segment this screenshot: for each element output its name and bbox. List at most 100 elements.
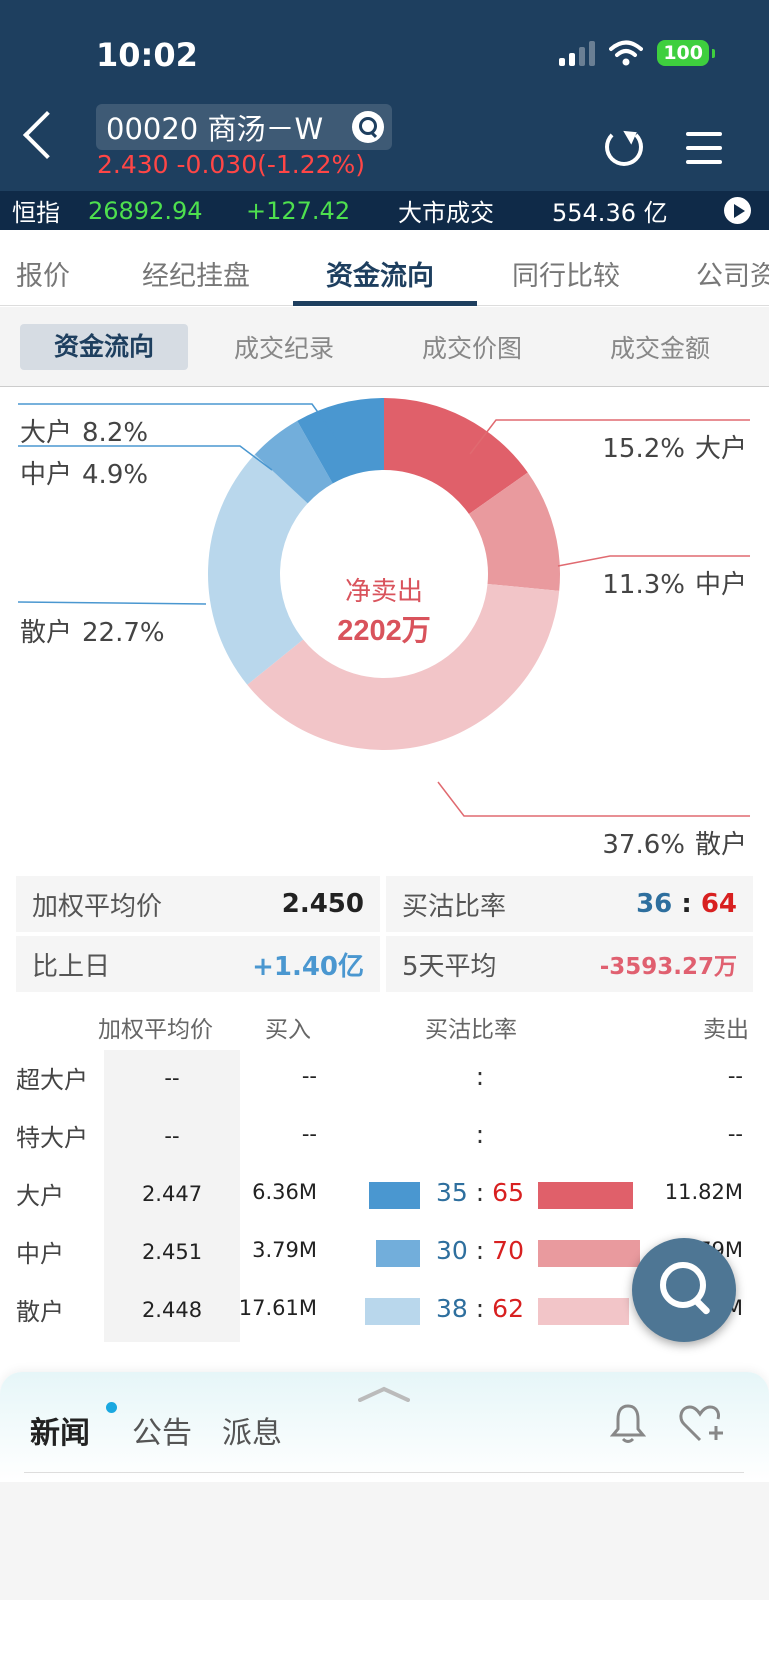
signal-icon — [559, 40, 596, 66]
row-name: 大户 — [16, 1182, 64, 1210]
row-avg-price: -- — [164, 1124, 180, 1148]
summary-ratio: 买沽比率 36 : 64 — [386, 876, 753, 932]
subtab-price-chart[interactable]: 成交价图 — [422, 334, 523, 363]
news-panel: 新闻 公告 派息 — [0, 1372, 769, 1482]
tab-broker-queue[interactable]: 经纪挂盘 — [142, 261, 250, 292]
summary-wavg: 加权平均价 2.450 — [16, 876, 380, 932]
turnover-label: 大市成交 — [398, 199, 494, 227]
table-row: 特大户 -- -- : -- — [0, 1108, 769, 1164]
row-avg-price: 2.448 — [141, 1298, 203, 1322]
header: 10:02 100 00020 商汤－W 2.430 -0.030(-1.22%… — [0, 0, 769, 191]
leader-line-sell-retail — [437, 781, 750, 817]
donut-slice-buy-medium[interactable] — [254, 420, 333, 504]
refresh-icon[interactable] — [605, 128, 643, 166]
battery-icon: 100 — [657, 40, 715, 66]
play-icon[interactable] — [724, 197, 751, 224]
row-name: 超大户 — [16, 1066, 88, 1094]
header-ratio: 买沽比率 — [425, 1017, 517, 1043]
main-tabs: 报价 经纪挂盘 资金流向 同行比较 公司资 — [0, 230, 769, 306]
summary-grid: 加权平均价 2.450 买沽比率 36 : 64 比上日 +1.40亿 5天平均… — [16, 876, 753, 994]
row-ratio: : — [475, 1062, 485, 1091]
row-sell: 11.82M — [664, 1180, 743, 1204]
header-sell: 卖出 — [703, 1017, 749, 1043]
avg-column-bg — [104, 1050, 240, 1342]
summary-5day-avg: 5天平均 -3593.27万 — [386, 936, 753, 992]
stock-title-box[interactable]: 00020 商汤－W — [96, 104, 392, 150]
favorite-add-icon[interactable] — [678, 1402, 728, 1444]
label-buy-retail: 散户 22.7% — [20, 618, 165, 648]
active-tab-indicator — [293, 301, 477, 306]
sell-ratio-bar — [538, 1182, 633, 1209]
row-avg-price: 2.451 — [141, 1240, 203, 1264]
donut-center-value: 2202万 — [337, 615, 431, 647]
summary-prev-day: 比上日 +1.40亿 — [16, 936, 380, 992]
row-buy: -- — [301, 1122, 317, 1146]
table-row: 超大户 -- -- : -- — [0, 1050, 769, 1106]
index-change: +127.42 — [246, 196, 351, 225]
news-list-area — [0, 1482, 769, 1600]
row-avg-price: 2.447 — [141, 1182, 203, 1206]
donut-slice-sell-large[interactable] — [384, 398, 528, 515]
leader-line-buy-large — [18, 403, 339, 441]
row-buy: 17.61M — [238, 1296, 317, 1320]
row-buy: 6.36M — [252, 1180, 317, 1204]
label-buy-large: 大户 8.2% — [20, 418, 149, 448]
news-tab-announcements[interactable]: 公告 — [132, 1416, 192, 1451]
floating-search-button[interactable] — [632, 1238, 736, 1342]
news-tab-news[interactable]: 新闻 — [30, 1416, 90, 1451]
status-icons: 100 — [559, 40, 715, 66]
header-avg: 加权平均价 — [98, 1017, 213, 1043]
index-value: 26892.94 — [88, 196, 203, 225]
donut-center-label: 净卖出 — [345, 576, 423, 606]
leader-line-buy-retail — [17, 601, 207, 605]
sub-tabs: 资金流向 成交纪录 成交价图 成交金额 — [0, 307, 769, 387]
row-name: 散户 — [16, 1298, 64, 1326]
donut-slice-sell-retail[interactable] — [247, 583, 560, 750]
buy-ratio-bar — [365, 1298, 420, 1325]
row-avg-price: -- — [164, 1066, 180, 1090]
leader-line-buy-medium — [18, 445, 273, 471]
label-sell-large: 15.2% 大户 — [602, 434, 747, 464]
bell-icon[interactable] — [610, 1402, 646, 1444]
header-buy: 买入 — [265, 1017, 311, 1043]
unread-dot — [106, 1402, 117, 1413]
label-sell-medium: 11.3% 中户 — [602, 570, 747, 600]
row-sell: -- — [727, 1064, 743, 1088]
leader-line-sell-medium — [557, 555, 750, 567]
wifi-icon — [609, 40, 644, 66]
index-label: 恒指 — [12, 199, 60, 227]
index-ticker[interactable]: 恒指 26892.94 +127.42 大市成交 554.36 亿 — [0, 191, 769, 230]
sell-ratio-bar — [538, 1240, 640, 1267]
donut-slice-buy-large[interactable] — [297, 398, 384, 484]
back-icon[interactable] — [22, 110, 72, 160]
row-name: 中户 — [16, 1240, 64, 1268]
row-buy: -- — [301, 1064, 317, 1088]
row-ratio: 35 : 65 — [436, 1178, 524, 1207]
news-tab-dividends[interactable]: 派息 — [222, 1416, 282, 1451]
tab-peer-compare[interactable]: 同行比较 — [512, 261, 620, 292]
sell-ratio-bar — [538, 1298, 629, 1325]
tab-company-info[interactable]: 公司资 — [696, 261, 769, 292]
row-ratio: 38 : 62 — [436, 1294, 524, 1323]
row-buy: 3.79M — [252, 1238, 317, 1262]
subtab-fund-flow[interactable]: 资金流向 — [20, 324, 188, 370]
donut-slice-sell-medium[interactable] — [468, 472, 560, 591]
tab-fund-flow[interactable]: 资金流向 — [326, 261, 434, 292]
menu-icon[interactable] — [686, 132, 722, 174]
label-buy-medium: 中户 4.9% — [20, 460, 149, 490]
row-sell: -- — [727, 1122, 743, 1146]
stock-title: 00020 商汤－W — [106, 112, 324, 146]
subtab-trade-record[interactable]: 成交纪录 — [234, 334, 335, 363]
donut-slice-buy-retail[interactable] — [207, 454, 308, 685]
chevron-up-icon[interactable] — [358, 1386, 410, 1402]
tab-quote[interactable]: 报价 — [16, 261, 70, 292]
fund-flow-donut-chart: 净卖出 2202万 — [17, 398, 750, 817]
turnover-value: 554.36 亿 — [552, 199, 668, 227]
price-line: 2.430 -0.030(-1.22%) — [97, 150, 366, 179]
subtab-trade-amount[interactable]: 成交金额 — [610, 334, 711, 363]
leader-line-sell-large — [469, 419, 750, 455]
search-icon[interactable] — [352, 111, 384, 143]
row-ratio: : — [475, 1120, 485, 1149]
